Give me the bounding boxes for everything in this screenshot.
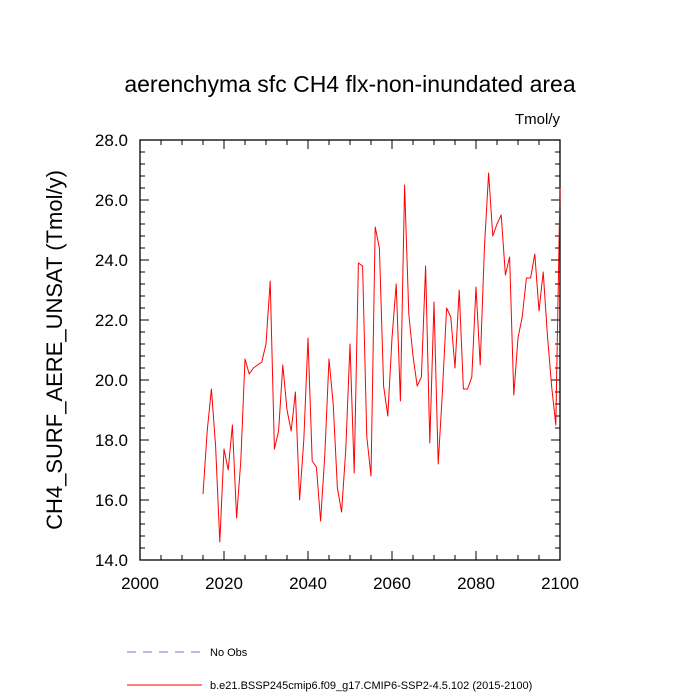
units-label: Tmol/y bbox=[515, 111, 561, 128]
y-tick-label: 16.0 bbox=[95, 491, 128, 510]
chart-title: aerenchyma sfc CH4 flx-non-inundated are… bbox=[124, 71, 576, 97]
series-line bbox=[202, 172, 561, 543]
y-tick-label: 22.0 bbox=[95, 311, 128, 330]
x-tick-label: 2020 bbox=[205, 574, 243, 593]
plot-group bbox=[202, 172, 561, 543]
x-tick-label: 2060 bbox=[373, 574, 411, 593]
y-tick-label: 24.0 bbox=[95, 251, 128, 270]
y-axis-label: CH4_SURF_AERE_UNSAT (Tmol/y) bbox=[42, 170, 67, 530]
legend: No Obs b.e21.BSSP245cmip6.f09_g17.CMIP6-S… bbox=[127, 647, 532, 692]
x-tick-label: 2080 bbox=[457, 574, 495, 593]
x-tick-label: 2000 bbox=[121, 574, 159, 593]
legend-label: No Obs bbox=[210, 647, 248, 659]
y-tick-label: 18.0 bbox=[95, 431, 128, 450]
legend-label: b.e21.BSSP245cmip6.f09_g17.CMIP6-SSP2-4.… bbox=[210, 680, 532, 692]
y-tick-label: 14.0 bbox=[95, 551, 128, 570]
y-tick-label: 28.0 bbox=[95, 131, 128, 150]
x-tick-label: 2040 bbox=[289, 574, 327, 593]
y-tick-label: 26.0 bbox=[95, 191, 128, 210]
x-tick-label: 2100 bbox=[541, 574, 579, 593]
y-tick-label: 20.0 bbox=[95, 371, 128, 390]
axes-group: 2000 2020 2040 2060 2080 2100 14.0 16.0 18.0 20.0… bbox=[95, 131, 579, 593]
